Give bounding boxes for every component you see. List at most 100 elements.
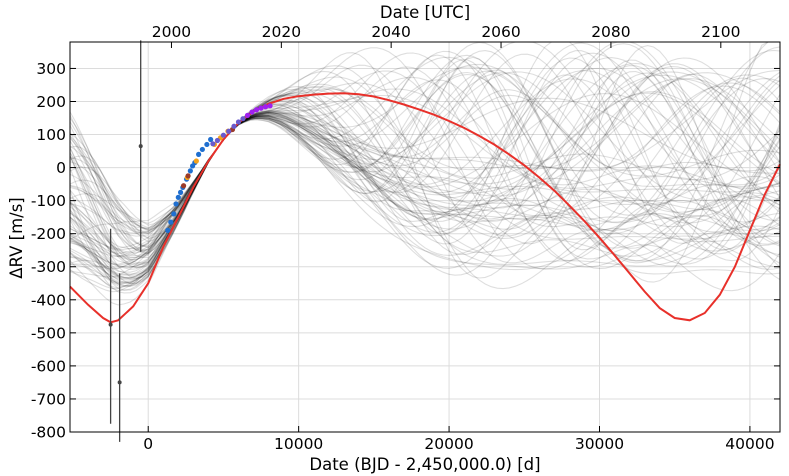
posterior-sample-line bbox=[69, 41, 781, 244]
y-tick-label: -100 bbox=[31, 192, 66, 210]
rv-point bbox=[168, 219, 174, 225]
posterior-sample-line bbox=[69, 57, 781, 239]
y-tick-label: -600 bbox=[31, 357, 66, 375]
posterior-sample-line bbox=[69, 56, 781, 279]
y-tick-label: -700 bbox=[31, 390, 66, 408]
rv-point bbox=[249, 109, 255, 115]
posterior-sample-line bbox=[69, 71, 781, 266]
posterior-sample-line bbox=[69, 69, 781, 229]
x-axis-title: Date (BJD - 2,450,000.0) [d] bbox=[309, 455, 540, 474]
y-tick-label: -800 bbox=[31, 424, 66, 442]
posterior-sample-line bbox=[69, 49, 781, 257]
posterior-sample-line bbox=[69, 78, 781, 250]
tick-marks bbox=[70, 42, 780, 433]
posterior-sample-line bbox=[69, 64, 781, 281]
posterior-sample-line bbox=[69, 78, 781, 239]
rv-point bbox=[231, 123, 237, 129]
posterior-sample-line bbox=[69, 74, 781, 250]
rv-point bbox=[244, 112, 251, 118]
posterior-sample-line bbox=[69, 94, 781, 235]
posterior-sample-line bbox=[69, 50, 781, 285]
y-axis-title: ΔRV [m/s] bbox=[7, 197, 26, 279]
posterior-sample-line bbox=[69, 47, 781, 284]
rv-points bbox=[165, 103, 273, 233]
rv-point bbox=[262, 104, 269, 110]
posterior-sample-line bbox=[69, 57, 781, 233]
posterior-sample-line bbox=[69, 65, 781, 255]
posterior-sample-line bbox=[69, 85, 781, 258]
rv-point bbox=[193, 158, 199, 164]
rv-point bbox=[214, 137, 221, 144]
posterior-sample-line bbox=[69, 85, 781, 261]
rv-point bbox=[173, 201, 179, 207]
posterior-sample-line bbox=[69, 72, 781, 251]
top-tick-label: 2000 bbox=[152, 23, 191, 41]
posterior-sample-line bbox=[69, 66, 781, 279]
top-tick-label: 2020 bbox=[262, 23, 301, 41]
y-tick-label: 0 bbox=[56, 159, 66, 177]
x-tick-label: 10000 bbox=[274, 435, 323, 453]
posterior-sample-line bbox=[69, 84, 781, 234]
posterior-sample-line bbox=[69, 73, 781, 294]
posterior-sample-line bbox=[69, 46, 781, 269]
x-tick-label: 20000 bbox=[424, 435, 473, 453]
rv-point bbox=[177, 189, 184, 195]
posterior-sample-line bbox=[69, 65, 781, 306]
top-tick-label: 2100 bbox=[701, 23, 740, 41]
rv-point bbox=[204, 141, 210, 148]
posterior-sample-line bbox=[69, 52, 781, 284]
y-tick-label: -300 bbox=[31, 258, 66, 276]
posterior-orbit-samples bbox=[69, 41, 781, 306]
rv-point bbox=[267, 103, 273, 109]
posterior-sample-line bbox=[69, 78, 781, 270]
plot-frame bbox=[69, 41, 781, 433]
y-tick-label: 200 bbox=[36, 93, 66, 111]
error-bars bbox=[108, 40, 143, 442]
rv-point bbox=[171, 211, 177, 217]
posterior-sample-line bbox=[69, 71, 781, 231]
posterior-sample-line bbox=[69, 63, 781, 257]
error-bar-point bbox=[138, 144, 143, 149]
posterior-sample-line bbox=[69, 92, 781, 234]
rv-point bbox=[196, 151, 202, 157]
posterior-sample-line bbox=[69, 89, 781, 233]
rv-point bbox=[185, 173, 191, 179]
posterior-sample-line bbox=[69, 91, 781, 237]
rv-point bbox=[165, 227, 171, 233]
rv-point bbox=[175, 194, 181, 200]
top-tick-label: 2060 bbox=[481, 23, 520, 41]
rv-point bbox=[187, 168, 193, 174]
posterior-sample-line bbox=[69, 52, 781, 259]
rv-point bbox=[199, 146, 205, 153]
rv-point bbox=[220, 132, 227, 138]
rv-point bbox=[235, 119, 242, 125]
posterior-sample-line bbox=[69, 41, 780, 287]
error-bar-point bbox=[117, 380, 122, 385]
posterior-sample-line bbox=[69, 70, 781, 264]
rv-point bbox=[226, 128, 232, 134]
posterior-sample-line bbox=[69, 72, 781, 234]
posterior-sample-line bbox=[69, 66, 781, 254]
posterior-sample-line bbox=[69, 63, 781, 285]
posterior-sample-line bbox=[69, 62, 781, 265]
y-tick-label: 300 bbox=[36, 60, 66, 78]
best-fit-orbit bbox=[69, 92, 781, 324]
rv-point bbox=[240, 116, 246, 122]
rv-point bbox=[208, 136, 214, 143]
y-tick-label: -400 bbox=[31, 291, 66, 309]
top-tick-label: 2080 bbox=[591, 23, 630, 41]
posterior-sample-line bbox=[69, 41, 780, 283]
posterior-sample-line bbox=[69, 43, 781, 281]
rv-point bbox=[253, 107, 260, 113]
posterior-sample-line bbox=[69, 88, 781, 278]
x-tick-label: 0 bbox=[143, 435, 153, 453]
y-tick-label: 100 bbox=[36, 126, 66, 144]
rv-point bbox=[210, 141, 216, 147]
rv-point bbox=[258, 105, 264, 111]
posterior-sample-line bbox=[69, 41, 781, 279]
x-tick-label: 30000 bbox=[575, 435, 624, 453]
rv-point bbox=[180, 183, 187, 189]
tick-labels: 0 10000 20000 30000 40000-800-700-600-500-40… bbox=[31, 23, 775, 453]
posterior-sample-line bbox=[69, 69, 781, 231]
